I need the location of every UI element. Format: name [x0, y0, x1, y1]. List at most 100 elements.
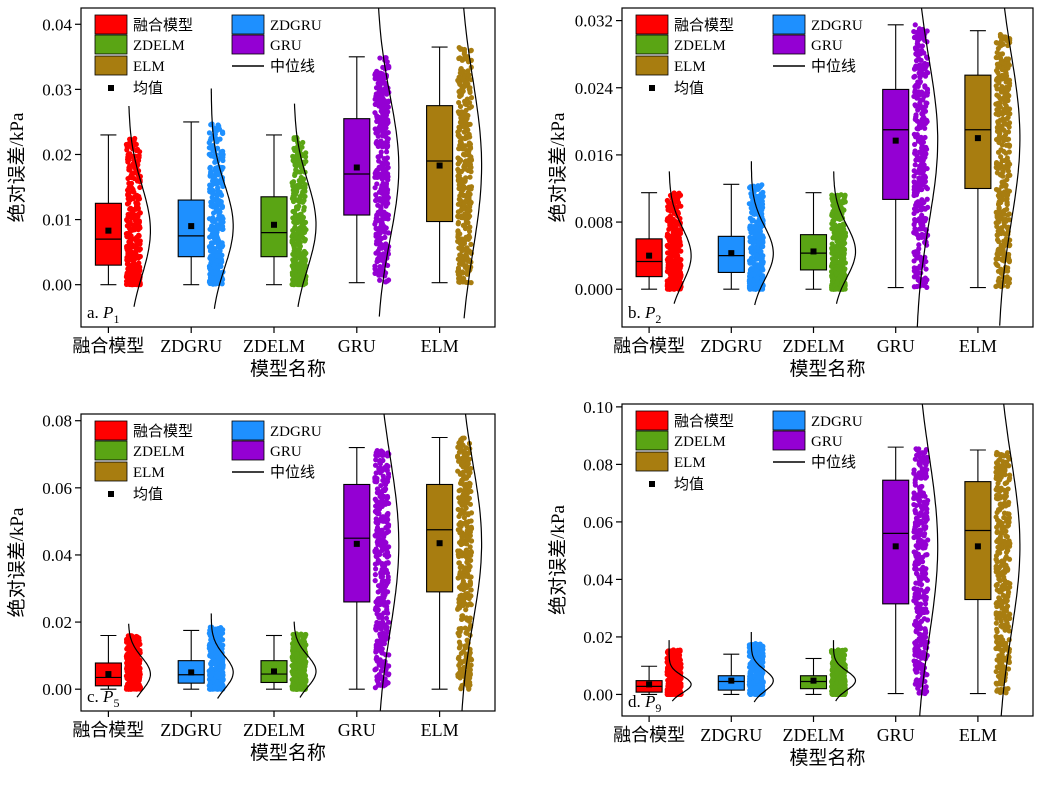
data-point — [915, 250, 920, 255]
data-point — [463, 226, 468, 231]
series-group — [801, 171, 856, 303]
data-point — [829, 246, 834, 251]
box — [883, 89, 909, 199]
y-tick-label: 0.04 — [42, 15, 72, 34]
data-point — [920, 226, 925, 231]
data-point — [915, 107, 920, 112]
data-point — [459, 181, 464, 186]
data-point — [297, 658, 302, 663]
data-point — [301, 177, 306, 182]
data-point — [136, 207, 141, 212]
data-point — [457, 252, 462, 257]
data-point — [923, 100, 928, 105]
data-point — [212, 236, 217, 241]
data-point — [215, 185, 220, 190]
data-point — [1004, 87, 1009, 92]
data-point — [923, 216, 928, 221]
data-point — [469, 104, 474, 109]
data-point — [829, 192, 834, 197]
x-tick-label: ZDELM — [783, 336, 845, 356]
data-point — [460, 188, 465, 193]
data-point — [911, 211, 916, 216]
data-point — [1005, 277, 1010, 282]
mean-marker — [354, 541, 360, 547]
data-point — [995, 62, 1000, 67]
data-point — [219, 682, 224, 687]
data-point — [374, 516, 379, 521]
data-point — [295, 162, 300, 167]
data-point — [210, 670, 215, 675]
data-point — [666, 200, 671, 205]
data-point — [916, 126, 921, 131]
x-tick-label: 融合模型 — [72, 720, 144, 740]
data-point — [373, 561, 378, 566]
data-point — [124, 257, 129, 262]
data-point — [293, 664, 298, 669]
data-point — [461, 202, 466, 207]
data-point — [377, 602, 382, 607]
mean-marker — [105, 228, 111, 234]
data-point — [125, 144, 130, 149]
legend-label: ELM — [674, 59, 706, 75]
legend-label: 中位线 — [811, 58, 856, 75]
data-point — [132, 170, 137, 175]
data-point — [666, 216, 671, 221]
data-point — [918, 79, 923, 84]
data-point — [215, 122, 220, 127]
y-tick-label: 0.08 — [42, 412, 72, 431]
data-point — [468, 165, 473, 170]
data-point — [294, 204, 299, 209]
data-point — [914, 170, 919, 175]
data-point — [373, 566, 378, 571]
data-point — [386, 663, 391, 668]
data-point — [207, 266, 212, 271]
data-point — [1000, 250, 1005, 255]
legend-swatch — [95, 35, 127, 54]
data-point — [374, 119, 379, 124]
data-point — [1000, 174, 1005, 179]
data-point — [998, 267, 1003, 272]
x-axis-title: 模型名称 — [250, 742, 326, 764]
series-group — [427, 8, 482, 318]
data-point — [373, 130, 378, 135]
legend-swatch — [232, 15, 264, 34]
data-point — [997, 163, 1002, 168]
data-point — [128, 197, 133, 202]
data-point — [468, 145, 473, 150]
x-tick-label: GRU — [338, 336, 376, 356]
data-point — [463, 101, 468, 106]
data-point — [377, 190, 382, 195]
data-point — [207, 687, 212, 692]
data-point — [675, 276, 680, 281]
data-point — [459, 87, 464, 92]
panel-label-sub: 5 — [113, 696, 119, 710]
data-point — [912, 151, 917, 156]
legend-swatch — [636, 35, 668, 54]
data-point — [213, 661, 218, 666]
data-point — [1007, 63, 1012, 68]
data-point — [462, 49, 467, 54]
data-point — [127, 662, 132, 667]
data-point — [381, 193, 386, 198]
data-point — [373, 572, 378, 577]
data-point — [125, 159, 130, 164]
panel-label-var: P — [102, 303, 113, 322]
data-point — [459, 213, 464, 218]
data-point — [1005, 212, 1010, 217]
data-point — [384, 616, 389, 621]
data-point — [294, 651, 299, 656]
data-point — [302, 225, 307, 230]
data-point — [998, 34, 1003, 39]
data-point — [128, 228, 133, 233]
series-group — [178, 613, 233, 698]
data-point — [210, 204, 215, 209]
data-point — [130, 281, 135, 286]
data-point — [1006, 56, 1011, 61]
data-point — [302, 205, 307, 210]
data-point — [917, 70, 922, 75]
data-point — [996, 209, 1001, 214]
data-point — [207, 216, 212, 221]
legend-swatch — [773, 35, 805, 54]
